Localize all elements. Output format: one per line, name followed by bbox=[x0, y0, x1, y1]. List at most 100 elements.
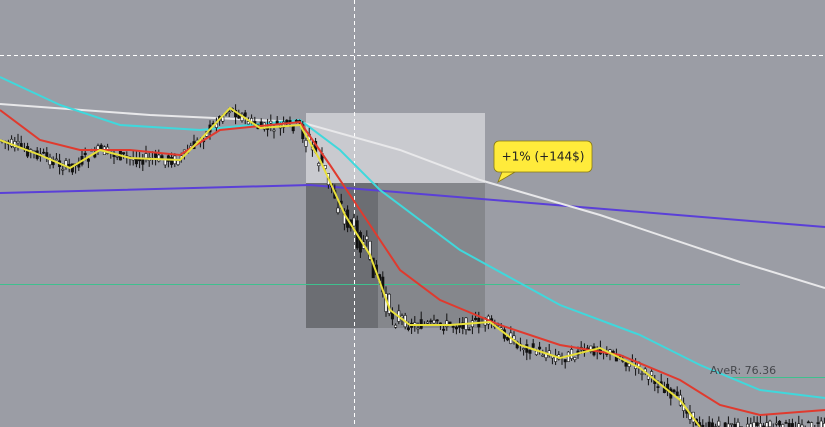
candle-body bbox=[646, 375, 650, 380]
ma-yellow bbox=[0, 106, 701, 427]
aver-label: AveR: 76.36 bbox=[710, 364, 776, 377]
candle-body bbox=[336, 207, 340, 213]
candle-body bbox=[45, 152, 49, 158]
candle-body bbox=[394, 324, 398, 328]
candle-body bbox=[400, 315, 404, 318]
candle-body bbox=[554, 355, 558, 362]
candle-body bbox=[16, 141, 20, 144]
candle-body bbox=[416, 327, 420, 330]
candle-body bbox=[122, 152, 126, 155]
candle-body bbox=[99, 144, 103, 149]
candle-body bbox=[675, 391, 679, 397]
candle-body bbox=[141, 158, 145, 165]
candle-body bbox=[723, 422, 727, 427]
candle-body bbox=[534, 350, 538, 355]
candle-body bbox=[451, 326, 455, 328]
candle-body bbox=[656, 386, 660, 388]
candle-body bbox=[800, 424, 804, 427]
candle-body bbox=[157, 154, 161, 162]
candle-body bbox=[797, 423, 801, 427]
candle-body bbox=[710, 422, 714, 427]
candle-body bbox=[461, 322, 465, 329]
candle-body bbox=[243, 112, 247, 117]
candle-body bbox=[429, 320, 433, 323]
candle-body bbox=[730, 423, 734, 425]
candle-body bbox=[749, 423, 753, 427]
candle-body bbox=[736, 421, 740, 427]
candle-body bbox=[784, 422, 788, 424]
candle-body bbox=[765, 422, 769, 427]
trade-callout: +1% (+144$) bbox=[493, 140, 593, 183]
candle-body bbox=[624, 362, 628, 367]
candle-body bbox=[474, 317, 478, 320]
candle-body bbox=[810, 422, 814, 427]
candle-body bbox=[768, 420, 772, 427]
candle-body bbox=[467, 328, 471, 331]
candle-body bbox=[304, 140, 308, 147]
ma-purple bbox=[0, 183, 825, 228]
candle-body bbox=[291, 125, 295, 132]
candle-body bbox=[54, 158, 58, 161]
candle-body bbox=[538, 346, 542, 350]
candle-body bbox=[445, 320, 449, 327]
candle-body bbox=[426, 321, 430, 324]
candle-body bbox=[822, 422, 825, 427]
candle-body bbox=[806, 421, 810, 424]
candle-body bbox=[726, 423, 730, 427]
candle-body bbox=[672, 389, 676, 393]
candle-body bbox=[435, 319, 439, 322]
candle-body bbox=[522, 348, 526, 351]
candle-body bbox=[246, 121, 250, 125]
candle-body bbox=[733, 423, 737, 427]
candle-body bbox=[406, 327, 410, 330]
candle-body bbox=[778, 420, 782, 426]
candle-body bbox=[42, 151, 46, 154]
loss-zone bbox=[378, 183, 485, 328]
candle-body bbox=[83, 152, 87, 156]
candle-body bbox=[442, 328, 446, 331]
candle-body bbox=[144, 153, 148, 159]
candle-body bbox=[86, 158, 90, 162]
candle-body bbox=[746, 423, 750, 427]
candle-body bbox=[227, 111, 231, 114]
candle-body bbox=[755, 422, 759, 426]
candle-body bbox=[419, 319, 423, 329]
candle-body bbox=[352, 217, 356, 227]
ma-white bbox=[0, 103, 825, 289]
candle-body bbox=[531, 343, 535, 348]
candle-body bbox=[573, 357, 577, 361]
candle-body bbox=[115, 155, 119, 158]
ma-red bbox=[0, 109, 825, 417]
candle-body bbox=[48, 156, 52, 166]
candle-body bbox=[528, 350, 532, 354]
candle-body bbox=[650, 371, 654, 376]
candle-body bbox=[368, 240, 372, 260]
candle-body bbox=[61, 168, 65, 171]
candle-body bbox=[640, 373, 644, 375]
candle-body bbox=[774, 422, 778, 425]
candle-body bbox=[701, 424, 705, 427]
candle-body bbox=[816, 422, 820, 424]
candle-body bbox=[758, 423, 762, 427]
candle-body bbox=[717, 420, 721, 427]
candle-body bbox=[787, 422, 791, 427]
candle-body bbox=[294, 119, 298, 122]
candle-body bbox=[589, 345, 593, 353]
candle-body bbox=[541, 354, 545, 357]
candle-body bbox=[790, 423, 794, 427]
candle-body bbox=[506, 337, 510, 341]
candle-body bbox=[819, 420, 823, 427]
candle-body bbox=[707, 421, 711, 427]
candle-body bbox=[272, 129, 276, 132]
ma-cyan bbox=[0, 76, 825, 399]
candle-body bbox=[781, 424, 785, 427]
candle-body bbox=[627, 363, 631, 367]
candle-body bbox=[170, 157, 174, 165]
callout-box bbox=[493, 140, 593, 173]
candle-body bbox=[317, 163, 321, 167]
candle-body bbox=[10, 138, 14, 147]
candle-body bbox=[752, 422, 756, 427]
candle-body bbox=[67, 163, 71, 167]
